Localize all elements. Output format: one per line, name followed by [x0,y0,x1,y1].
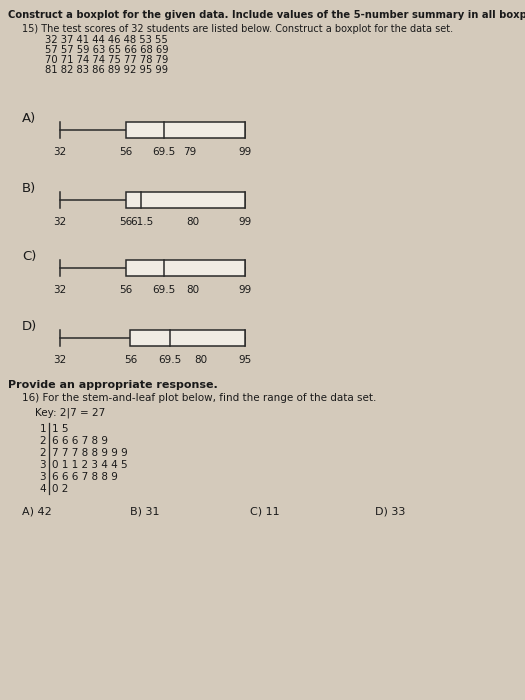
Text: 32: 32 [54,147,67,157]
Text: 15) The test scores of 32 students are listed below. Construct a boxplot for the: 15) The test scores of 32 students are l… [22,24,453,34]
Text: 79: 79 [183,147,196,157]
Text: B) 31: B) 31 [130,506,160,516]
Text: Provide an appropriate response.: Provide an appropriate response. [8,380,218,390]
Text: 7 7 7 8 8 9 9 9: 7 7 7 8 8 9 9 9 [52,448,128,458]
Text: 16) For the stem-and-leaf plot below, find the range of the data set.: 16) For the stem-and-leaf plot below, fi… [22,393,376,403]
Text: 95: 95 [238,355,251,365]
Text: 99: 99 [238,217,251,227]
Text: B): B) [22,182,36,195]
Text: A): A) [22,112,36,125]
Text: 3: 3 [39,460,46,470]
Text: 32 37 41 44 46 48 53 55: 32 37 41 44 46 48 53 55 [45,35,168,45]
Text: 2: 2 [39,436,46,446]
Text: 61.5: 61.5 [130,217,153,227]
Text: 80: 80 [194,355,207,365]
Bar [127,192,245,208]
Text: 81 82 83 86 89 92 95 99: 81 82 83 86 89 92 95 99 [45,65,168,75]
Text: 0 2: 0 2 [52,484,68,494]
Text: D): D) [22,320,37,333]
Text: Key: 2|7 = 27: Key: 2|7 = 27 [35,407,105,417]
Text: C): C) [22,250,36,263]
Text: 99: 99 [238,147,251,157]
Text: 56: 56 [124,355,137,365]
Text: 69.5: 69.5 [152,285,175,295]
Text: 4: 4 [39,484,46,494]
Bar [127,260,245,276]
Text: A) 42: A) 42 [22,506,52,516]
Text: 80: 80 [186,217,199,227]
Bar [127,122,245,138]
Text: 32: 32 [54,217,67,227]
Text: 99: 99 [238,285,251,295]
Text: Construct a boxplot for the given data. Include values of the 5-number summary i: Construct a boxplot for the given data. … [8,10,525,20]
Text: 0 1 1 2 3 4 4 5: 0 1 1 2 3 4 4 5 [52,460,128,470]
Text: 3: 3 [39,472,46,482]
Text: 56: 56 [120,217,133,227]
Text: 6 6 6 7 8 9: 6 6 6 7 8 9 [52,436,108,446]
Text: 56: 56 [120,285,133,295]
Text: 1: 1 [39,424,46,434]
Text: 57 57 59 63 65 66 68 69: 57 57 59 63 65 66 68 69 [45,45,169,55]
Text: 2: 2 [39,448,46,458]
Text: 80: 80 [186,285,199,295]
Text: 70 71 74 74 75 77 78 79: 70 71 74 74 75 77 78 79 [45,55,169,65]
Text: 32: 32 [54,285,67,295]
Text: 1 5: 1 5 [52,424,68,434]
Text: 69.5: 69.5 [152,147,175,157]
Text: 69.5: 69.5 [159,355,182,365]
Bar [131,330,245,346]
Text: 32: 32 [54,355,67,365]
Text: D) 33: D) 33 [375,506,405,516]
Text: C) 11: C) 11 [250,506,280,516]
Text: 56: 56 [120,147,133,157]
Text: 6 6 6 7 8 8 9: 6 6 6 7 8 8 9 [52,472,118,482]
